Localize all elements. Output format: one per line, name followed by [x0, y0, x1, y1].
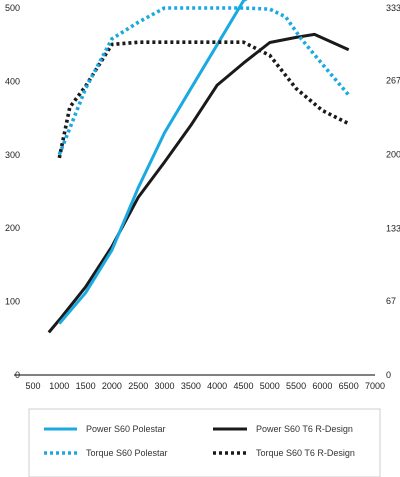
x-tick-label: 7000 [365, 381, 385, 391]
y-right-tick-label: 333 [386, 3, 400, 13]
x-tick-label: 4000 [207, 381, 227, 391]
legend-box [28, 408, 381, 477]
y-right-tick-label: 200 [386, 150, 400, 160]
x-tick-label: 5500 [286, 381, 306, 391]
series-line-power-s60-t6-r-design [47, 32, 350, 334]
y-right-tick-label: 67 [386, 296, 396, 306]
y-left-tick-label: 100 [5, 297, 20, 307]
y-right-tick-label: 133 [386, 223, 400, 233]
y-left-tick-label: 200 [5, 223, 20, 233]
x-tick-label: 2000 [102, 381, 122, 391]
y-left-tick-label: 0 [15, 370, 20, 380]
y-left-tick-label: 400 [5, 76, 20, 86]
x-tick-label: 5000 [260, 381, 280, 391]
legend: Power S60 Polestar Power S60 T6 R-Design T… [28, 408, 381, 477]
y-right-tick-label: 0 [386, 370, 391, 380]
x-tick-label: 1000 [49, 381, 69, 391]
y-right-tick-label: 267 [386, 76, 400, 86]
x-tick-label: 2500 [128, 381, 148, 391]
legend-label: Torque S60 Polestar [86, 448, 168, 458]
series-line-power-s60-polestar [58, 0, 248, 325]
x-tick-label: 500 [25, 381, 40, 391]
x-tick-label: 1500 [76, 381, 96, 391]
y-left-tick-label: 500 [5, 3, 20, 13]
legend-label: Power S60 Polestar [86, 424, 166, 434]
x-tick-label: 6000 [312, 381, 332, 391]
legend-label: Power S60 T6 R-Design [256, 424, 353, 434]
x-tick-label: 6500 [339, 381, 359, 391]
y-left-tick-label: 300 [5, 150, 20, 160]
x-tick-label: 3500 [181, 381, 201, 391]
x-tick-label: 4500 [233, 381, 253, 391]
legend-label: Torque S60 T6 R-Design [256, 448, 355, 458]
x-tick-label: 3000 [155, 381, 175, 391]
series-line-torque-s60-polestar [57, 6, 351, 156]
series-lines [47, 0, 351, 334]
